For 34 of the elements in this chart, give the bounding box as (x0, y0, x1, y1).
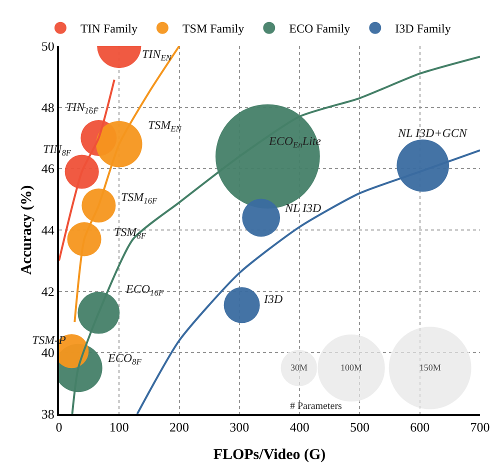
annotation: I3D (263, 292, 283, 306)
y-tick-label: 38 (41, 406, 54, 422)
x-tick-label: 0 (56, 420, 62, 435)
y-tick-label: 40 (41, 345, 54, 360)
y-tick-label: 46 (41, 161, 55, 176)
annotation: NL I3D+GCN (397, 126, 468, 140)
x-tick-label: 600 (410, 420, 430, 435)
x-tick-label: 200 (170, 420, 190, 435)
legend-label: I3D Family (395, 22, 451, 36)
annotation: TSM$_{16F}$ (121, 190, 158, 206)
legend-label: ECO Family (289, 22, 350, 36)
y-axis-title: Accuracy (%) (19, 185, 36, 275)
y-tick-label: 44 (41, 222, 55, 238)
x-tick-label: 100 (109, 420, 129, 435)
annotation: ECO$_{8F}$ (107, 351, 142, 367)
y-tick-label: 42 (41, 284, 54, 299)
annotation: TSM$_{8F}$ (114, 225, 147, 241)
y-tick-label: 48 (41, 100, 54, 115)
x-axis-title: FLOPs/Video (G) (213, 447, 326, 464)
annotation: TIN$_{16F}$ (66, 100, 100, 116)
legend-label: 150M (419, 362, 441, 372)
legend-label: 30M (290, 362, 308, 372)
annotation: TSM$_{EN}$ (148, 118, 182, 134)
annotation: ECO$_{16F}$ (125, 282, 164, 298)
annotation: NL I3D (284, 201, 322, 215)
annotation: # Parameters (290, 401, 342, 412)
annotation: TIN$_{EN}$ (142, 47, 172, 63)
x-tick-label: 700 (470, 420, 490, 435)
x-tick-label: 300 (230, 420, 250, 435)
legend-label: TSM Family (182, 22, 244, 36)
x-tick-label: 500 (350, 420, 370, 435)
x-tick-label: 400 (290, 420, 310, 435)
legend-label: TIN Family (80, 22, 138, 36)
legend-label: 100M (340, 362, 362, 372)
